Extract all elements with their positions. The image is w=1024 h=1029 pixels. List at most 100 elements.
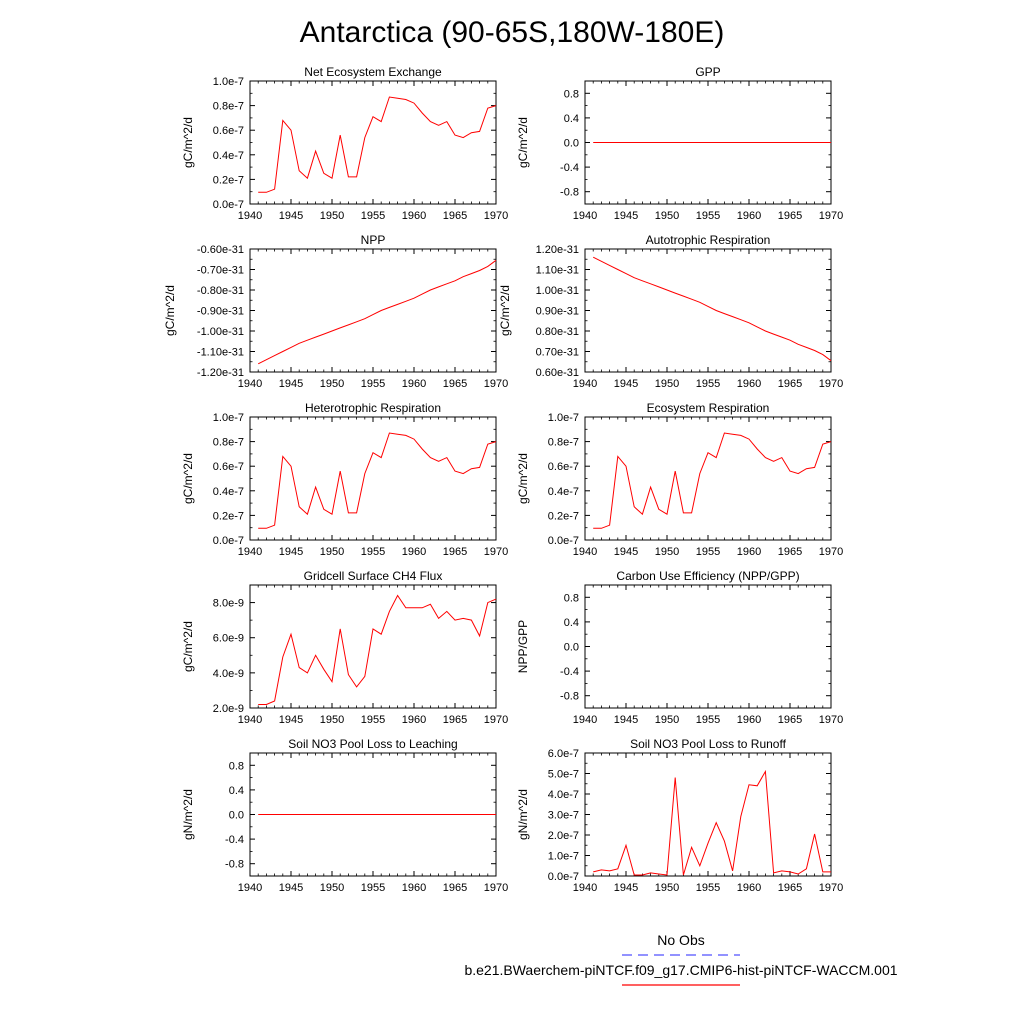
x-tick-label: 1945 [614,210,638,222]
x-tick-label: 1950 [655,882,679,894]
series-line [592,256,832,362]
x-tick-label: 1965 [443,882,467,894]
x-tick-label: 1965 [778,882,802,894]
x-tick-label: 1955 [696,546,720,558]
x-tick-label: 1960 [402,714,426,726]
y-axis-label: gC/m^2/d [181,453,195,504]
plot-frame [584,584,832,709]
panel-7: Carbon Use Efficiency (NPP/GPP) 1940 1945 1… [516,569,843,726]
plot-frame [584,416,832,541]
y-tick-label: 0.8 [564,592,579,604]
panel-title: Soil NO3 Pool Loss to Leaching [288,737,457,751]
x-tick-label: 1970 [819,882,843,894]
x-tick-label: 1970 [484,714,508,726]
x-tick-label: 1955 [696,378,720,390]
x-tick-label: 1970 [819,378,843,390]
y-tick-label: 0.4e-7 [213,150,244,162]
y-tick-label: 4.0e-9 [213,668,244,680]
x-tick-label: 1945 [279,546,303,558]
series-line [257,259,497,365]
series-line [258,96,497,193]
x-tick-label: 1970 [819,210,843,222]
x-tick-label: 1960 [402,210,426,222]
y-tick-label: 3.0e-7 [548,810,579,822]
y-tick-label: 0.4 [564,617,579,629]
y-tick-label: -1.10e-31 [197,347,244,359]
panel-title: Soil NO3 Pool Loss to Runoff [630,737,787,751]
panel-1: GPP 1940 1945 1950 1955 1960 1965 1970 -0.8 -0.4 0… [516,65,843,222]
figure-title: Antarctica (90-65S,180W-180E) [300,16,725,49]
x-tick-label: 1970 [484,546,508,558]
panel-title: Gridcell Surface CH4 Flux [304,569,443,583]
series-line [593,432,832,529]
series-line [593,769,831,876]
y-axis-label: gC/m^2/d [516,117,530,168]
y-tick-label: 0.4 [564,113,579,125]
y-tick-label: 0.0e-7 [213,535,244,547]
y-tick-label: 0.90e-31 [536,306,579,318]
x-tick-label: 1945 [614,714,638,726]
legend-label-no-obs: No Obs [657,932,704,948]
x-tick-label: 1940 [238,378,262,390]
y-tick-label: 1.10e-31 [536,265,579,277]
x-tick-label: 1960 [402,546,426,558]
series-line [258,432,497,529]
plot-frame [584,248,832,373]
y-tick-label: -0.8 [560,187,579,199]
y-tick-label: 0.2e-7 [213,174,244,186]
x-tick-label: 1965 [778,378,802,390]
y-axis-label: NPP/GPP [516,620,530,673]
y-tick-label: 2.0e-7 [548,830,579,842]
y-tick-label: -0.80e-31 [197,285,244,297]
panel-title: GPP [695,65,720,79]
y-tick-label: -0.8 [560,691,579,703]
x-tick-label: 1950 [320,210,344,222]
x-tick-label: 1955 [696,882,720,894]
x-tick-label: 1965 [443,210,467,222]
y-tick-label: 1.20e-31 [536,244,579,256]
y-tick-label: -0.4 [225,834,244,846]
y-axis-label: gC/m^2/d [516,453,530,504]
y-tick-label: -0.4 [560,162,579,174]
panel-5: Ecosystem Respiration 1940 1945 1950 1955 196… [516,401,843,558]
x-tick-label: 1945 [279,210,303,222]
y-axis-label: gC/m^2/d [498,285,512,336]
panel-title: Net Ecosystem Exchange [304,65,442,79]
y-tick-label: 0.6e-7 [213,461,244,473]
panel-title: Carbon Use Efficiency (NPP/GPP) [616,569,799,583]
x-tick-label: 1970 [484,882,508,894]
y-tick-label: 0.8e-7 [213,101,244,113]
panel-2: NPP 1940 1945 1950 1955 1960 1965 1970 -1.20e-31… [163,233,508,390]
x-tick-label: 1950 [655,378,679,390]
panel-8: Soil NO3 Pool Loss to Leaching 1940 1945 19… [181,737,508,894]
y-tick-label: 0.80e-31 [536,326,579,338]
y-axis-label: gC/m^2/d [163,285,177,336]
y-tick-label: 0.0e-7 [213,199,244,211]
panel-title: NPP [361,233,386,247]
x-tick-label: 1940 [238,882,262,894]
x-tick-label: 1955 [361,714,385,726]
x-tick-label: 1945 [279,882,303,894]
x-tick-label: 1955 [696,210,720,222]
x-tick-label: 1950 [320,714,344,726]
panel-0: Net Ecosystem Exchange 1940 1945 1950 1955 19… [181,65,508,222]
x-tick-label: 1940 [238,714,262,726]
panel-grid: Net Ecosystem Exchange 1940 1945 1950 1955 19… [163,65,843,894]
y-tick-label: -0.4 [560,666,579,678]
y-tick-label: 5.0e-7 [548,769,579,781]
x-tick-label: 1945 [279,378,303,390]
x-tick-label: 1960 [737,546,761,558]
x-tick-label: 1950 [655,546,679,558]
x-tick-label: 1940 [573,546,597,558]
y-tick-label: 0.0 [564,642,579,654]
series-line [258,594,497,705]
y-tick-label: -0.70e-31 [197,265,244,277]
legend-label-model: b.e21.BWaerchem-piNTCF.f09_g17.CMIP6-his… [464,962,897,978]
x-tick-label: 1950 [655,714,679,726]
y-tick-label: -1.20e-31 [197,367,244,379]
panel-4: Heterotrophic Respiration 1940 1945 1950 195… [181,401,508,558]
x-tick-label: 1940 [573,714,597,726]
x-tick-label: 1960 [737,210,761,222]
y-tick-label: 2.0e-9 [213,703,244,715]
